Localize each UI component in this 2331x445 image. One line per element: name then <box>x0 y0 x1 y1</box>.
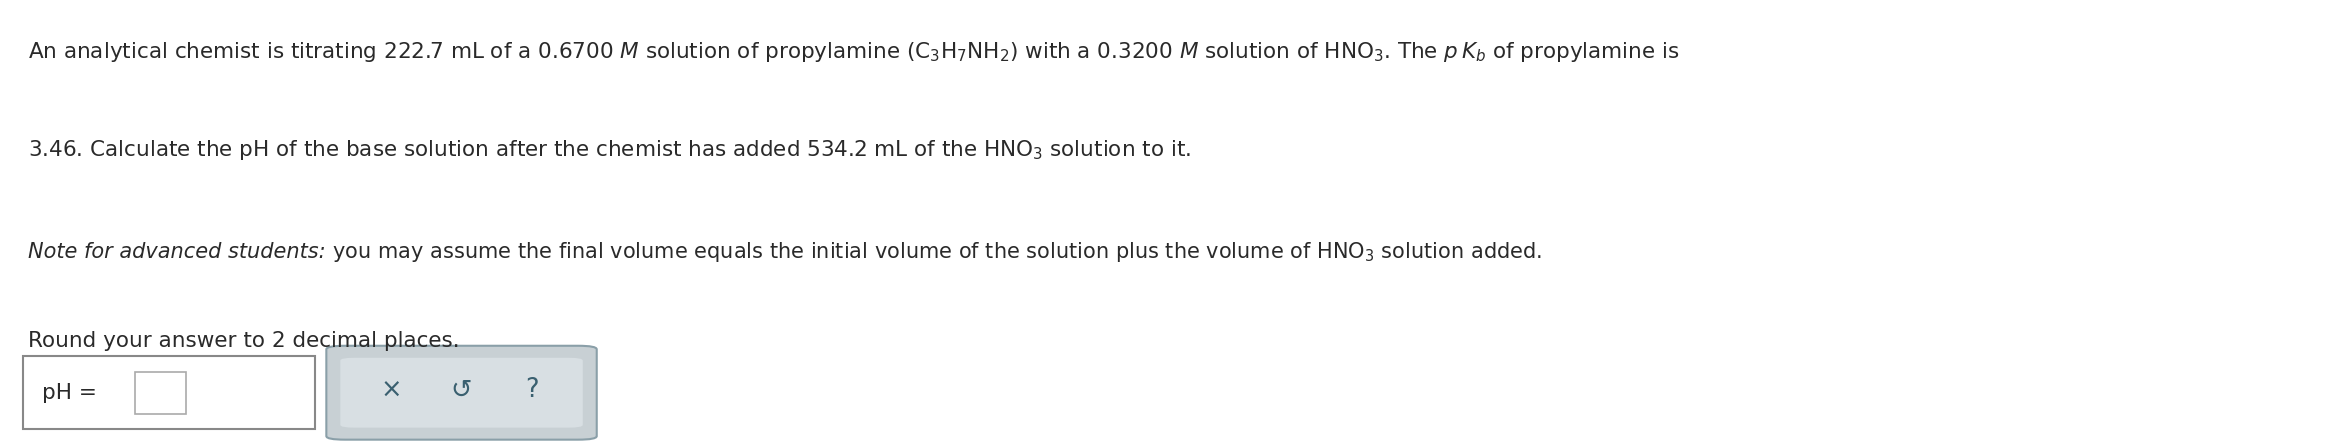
Text: Round your answer to 2 decimal places.: Round your answer to 2 decimal places. <box>28 331 459 351</box>
Text: Note for advanced students:: Note for advanced students: <box>28 242 326 262</box>
Text: 3.46. Calculate the pH of the base solution after the chemist has added 534.2 mL: 3.46. Calculate the pH of the base solut… <box>28 138 1191 162</box>
Text: ×: × <box>380 377 403 404</box>
Text: you may assume the final volume equals the initial volume of the solution plus t: you may assume the final volume equals t… <box>326 240 1541 264</box>
Text: ?: ? <box>524 377 538 404</box>
Text: ↺: ↺ <box>450 377 473 404</box>
Text: pH =: pH = <box>42 383 103 403</box>
Text: An analytical chemist is titrating 222.7 mL of a 0.6700 $\mathit{M}$ solution of: An analytical chemist is titrating 222.7… <box>28 40 1681 64</box>
